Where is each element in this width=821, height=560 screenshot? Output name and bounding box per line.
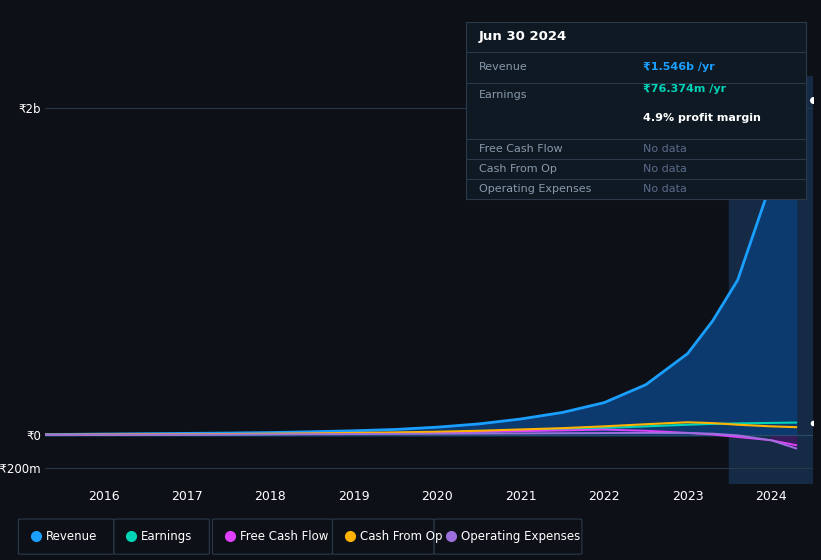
Text: ₹76.374m /yr: ₹76.374m /yr: [643, 85, 726, 95]
Text: No data: No data: [643, 143, 686, 153]
Text: Cash From Op: Cash From Op: [360, 530, 442, 543]
Text: Jun 30 2024: Jun 30 2024: [479, 30, 567, 43]
Text: Earnings: Earnings: [479, 90, 528, 100]
Text: ₹1.546b /yr: ₹1.546b /yr: [643, 62, 714, 72]
Text: Free Cash Flow: Free Cash Flow: [479, 143, 562, 153]
Text: Revenue: Revenue: [46, 530, 97, 543]
Text: 4.9% profit margin: 4.9% profit margin: [643, 113, 760, 123]
Text: Cash From Op: Cash From Op: [479, 164, 557, 174]
Text: Revenue: Revenue: [479, 62, 528, 72]
Text: Operating Expenses: Operating Expenses: [461, 530, 580, 543]
Text: Free Cash Flow: Free Cash Flow: [240, 530, 328, 543]
FancyBboxPatch shape: [114, 519, 209, 554]
Text: Operating Expenses: Operating Expenses: [479, 184, 591, 194]
FancyBboxPatch shape: [18, 519, 114, 554]
Text: Earnings: Earnings: [141, 530, 192, 543]
Text: No data: No data: [643, 184, 686, 194]
FancyBboxPatch shape: [434, 519, 582, 554]
FancyBboxPatch shape: [213, 519, 333, 554]
Bar: [729, 76, 813, 484]
Text: No data: No data: [643, 164, 686, 174]
FancyBboxPatch shape: [333, 519, 434, 554]
